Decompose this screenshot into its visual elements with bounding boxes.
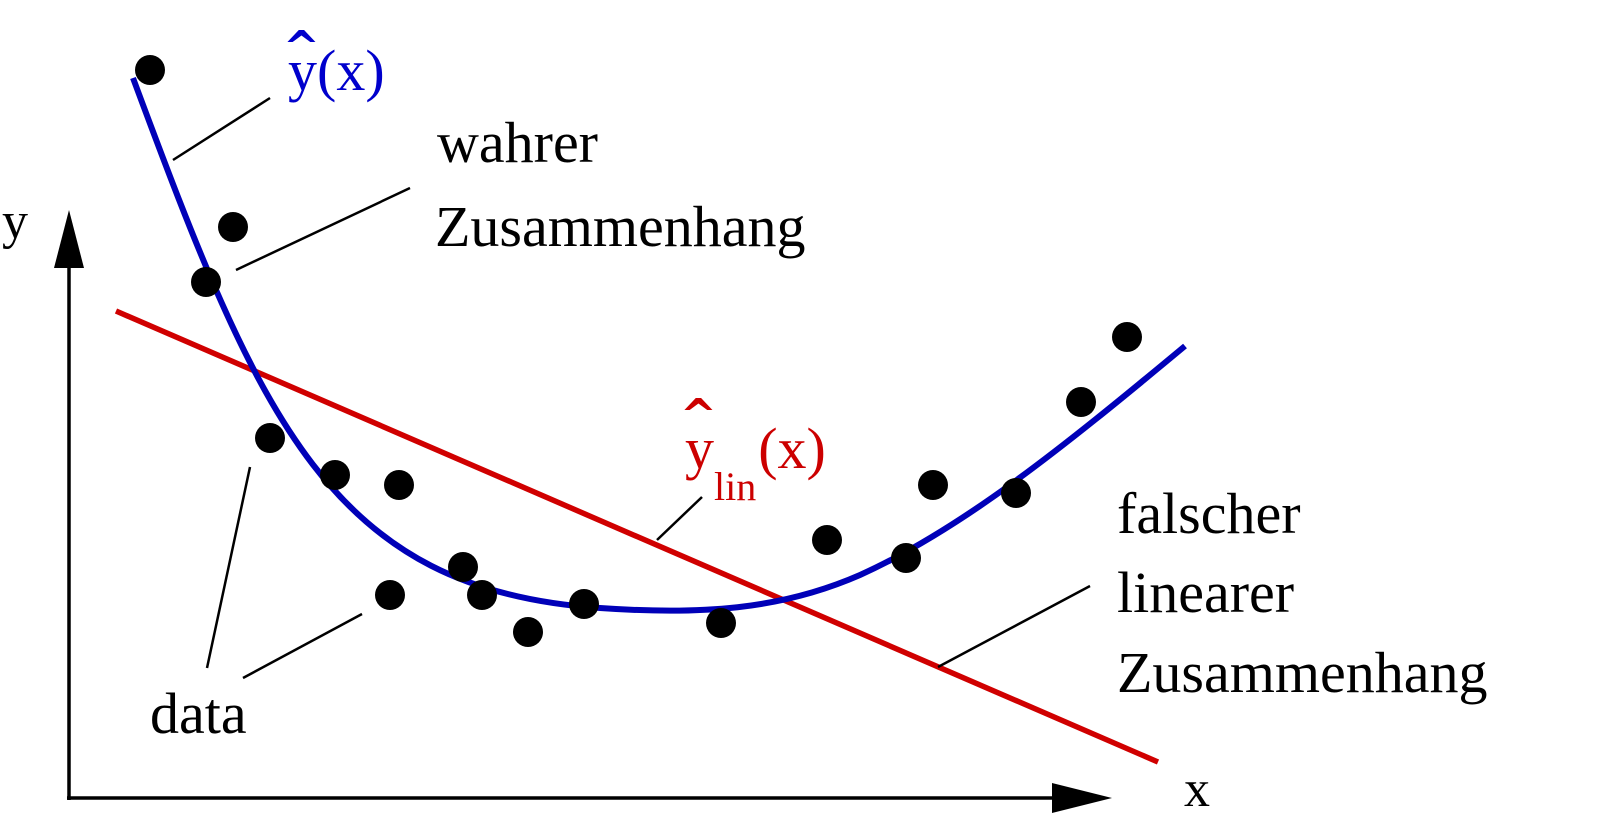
data-points <box>135 55 1142 647</box>
ylin-label: ylin(x) <box>685 416 826 509</box>
data-point <box>1001 478 1031 508</box>
true-relation-label-line1: wahrer <box>437 110 598 175</box>
data-point <box>891 543 921 573</box>
data-point <box>1112 322 1142 352</box>
ylin-label-y: y <box>685 416 714 481</box>
data-point <box>513 617 543 647</box>
data-point <box>918 470 948 500</box>
ylin-leader-line <box>656 496 703 541</box>
y-axis-label: y <box>2 193 28 250</box>
axes <box>54 210 1112 813</box>
true-relation-label-line2: Zusammenhang <box>435 194 805 259</box>
ylin-hat-symbol: ^ <box>680 390 717 441</box>
yhat-hat-symbol: ^ <box>283 22 320 73</box>
data-label: data <box>150 681 247 746</box>
data-point <box>375 580 405 610</box>
false-relation-label-line3: Zusammenhang <box>1117 640 1487 705</box>
false-relation-leader-line <box>937 584 1091 669</box>
data-point <box>706 608 736 638</box>
data-point <box>569 589 599 619</box>
ylin-label-argument: (x) <box>758 416 826 481</box>
data-point <box>135 55 165 85</box>
data-point <box>255 423 285 453</box>
data-leader-line-upper <box>205 466 252 669</box>
data-point <box>384 470 414 500</box>
data-point <box>1066 387 1096 417</box>
x-axis-label: x <box>1184 761 1210 818</box>
leader-lines <box>172 96 1091 680</box>
yhat-leader-line <box>172 96 271 162</box>
false-relation-label-line2: linearer <box>1117 560 1294 625</box>
data-point <box>812 525 842 555</box>
true-relationship-curve <box>130 76 1187 614</box>
yhat-label: y(x) <box>288 38 385 103</box>
y-axis-arrowhead <box>54 210 84 268</box>
ylin-label-subscript: lin <box>714 464 756 509</box>
data-point <box>218 212 248 242</box>
data-leader-line-lower <box>242 612 363 680</box>
data-point <box>191 267 221 297</box>
data-point <box>320 460 350 490</box>
data-point <box>467 580 497 610</box>
false-relation-label-line1: falscher <box>1117 481 1301 546</box>
linear-fit-line <box>114 308 1160 765</box>
x-axis-arrowhead <box>1052 783 1112 813</box>
data-point <box>448 552 478 582</box>
true-relation-leader-line <box>235 186 411 272</box>
